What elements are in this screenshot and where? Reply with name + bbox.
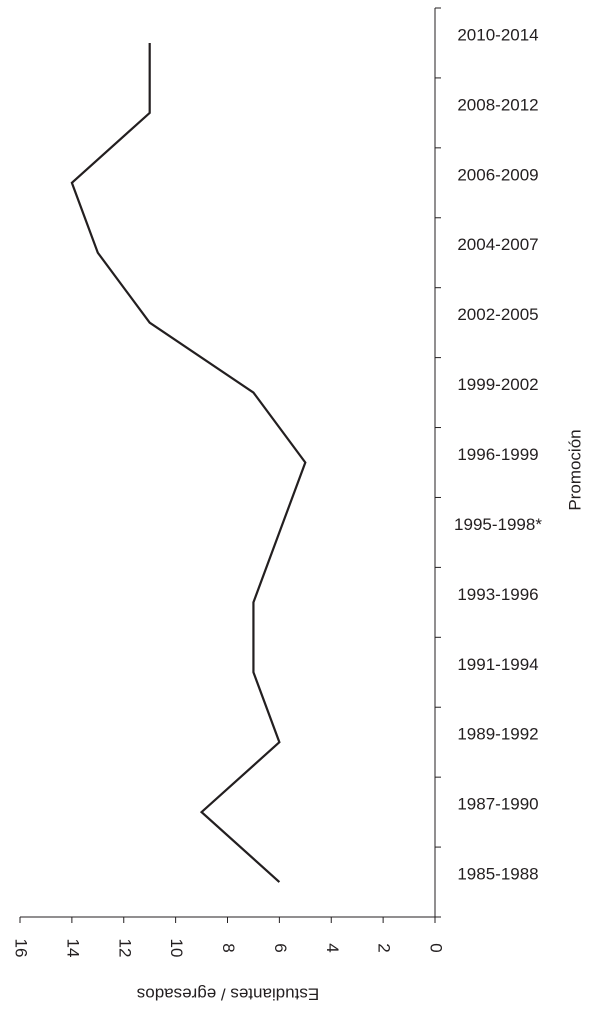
category-tick-label: 2002-2005	[457, 305, 538, 324]
category-tick-label: 1996-1999	[457, 445, 538, 464]
value-tick-label: 4	[323, 943, 342, 952]
value-tick-label: 8	[219, 943, 238, 952]
category-tick-label: 2010-2014	[457, 25, 538, 44]
category-tick-label: 1987-1990	[457, 795, 538, 814]
value-tick-label: 2	[375, 943, 394, 952]
category-tick-label: 2004-2007	[457, 235, 538, 254]
value-tick-label: 14	[63, 939, 82, 958]
value-tick-label: 10	[167, 939, 186, 958]
value-tick-label: 6	[271, 943, 290, 952]
category-tick-label: 2006-2009	[457, 165, 538, 184]
value-axis-title: Estudiantes / egresados	[137, 985, 319, 1004]
data-line	[70, 42, 307, 883]
value-tick-label: 12	[115, 939, 134, 958]
value-tick-label: 0	[427, 943, 446, 952]
category-tick-label: 1999-2002	[457, 375, 538, 394]
category-tick-label: 1995-1998*	[454, 515, 542, 534]
category-tick-label: 1989-1992	[457, 725, 538, 744]
value-tick-label: 16	[12, 939, 31, 958]
category-axis-title: Promoción	[565, 429, 584, 510]
category-tick-label: 2008-2012	[457, 95, 538, 114]
category-tick-label: 1993-1996	[457, 585, 538, 604]
category-tick-label: 1985-1988	[457, 865, 538, 884]
category-tick-label: 1991-1994	[457, 655, 538, 674]
